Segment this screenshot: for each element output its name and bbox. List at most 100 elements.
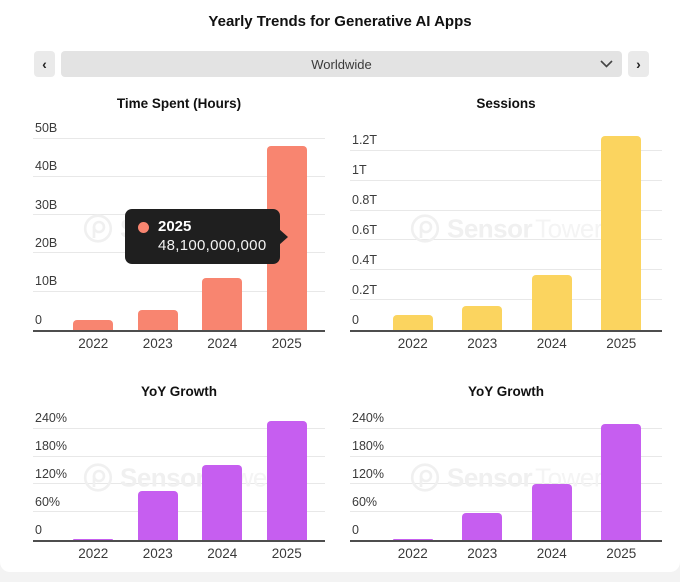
bar-slot [378,127,448,330]
prev-region-button[interactable]: ‹ [34,51,55,77]
x-tick-label: 2023 [142,336,173,351]
gridline [33,175,325,177]
y-tick-label: 30B [35,197,58,212]
bar-2024[interactable] [531,483,572,540]
y-tick-label: 50B [35,121,58,135]
bar-2024[interactable] [202,465,243,540]
bar-2022[interactable] [392,315,433,330]
gridline [350,179,662,181]
gridline [33,137,325,139]
x-tick-label: 2023 [467,336,498,351]
series-dot-icon [138,222,149,233]
x-tick-label: 2023 [467,546,498,561]
bars-area [350,127,662,330]
yoy-sessions-x-axis: 2022 2023 2024 2025 [350,542,662,561]
chart-title: Time Spent (Hours) [116,96,242,111]
gridline [350,483,662,485]
x-tick-label: 2025 [606,546,637,561]
page-title: Yearly Trends for Generative AI Apps [208,13,472,30]
gridline [350,269,662,271]
gridline [33,290,325,292]
charts-grid: Time Spent (Hours) 2025 48,100,000,000 0… [0,77,680,561]
y-tick-label: 120% [35,466,67,481]
bar-2023[interactable] [462,513,503,540]
x-tick-label: 2022 [397,336,428,351]
chevron-left-icon: ‹ [42,56,47,72]
x-tick-label: 2024 [536,546,567,561]
y-tick-label: 240% [352,411,384,426]
x-tick-label: 2022 [78,546,109,561]
gridline [350,427,662,429]
chart-title: YoY Growth [140,384,217,399]
y-tick-label: 60% [352,494,378,509]
gridline [350,511,662,513]
tooltip-year: 2025 [158,218,192,235]
chart-panel-sessions: Sessions 0 0.2T 0.4T 0.6T 0.8T 1T 1.2T Sensor To… [340,77,680,351]
x-tick-label: 2022 [78,336,109,351]
bar-2024[interactable] [202,278,243,330]
x-tick-label: 2025 [606,336,637,351]
bars-area [350,415,662,540]
bar-slot [190,127,255,330]
bar-slot [61,127,126,330]
tooltip-arrow-icon [279,228,289,245]
y-tick-label: 10B [35,274,58,289]
gridline [33,427,325,429]
y-tick-label: 240% [35,411,67,426]
y-tick-label: 0 [35,312,42,327]
x-tick-label: 2023 [142,546,173,561]
x-tick-label: 2022 [397,546,428,561]
sessions-plot: 0 0.2T 0.4T 0.6T 0.8T 1T 1.2T Sensor Tower [350,127,662,332]
gridline [350,239,662,241]
y-tick-label: 180% [35,439,67,454]
y-tick-label: 120% [352,466,384,481]
bar-slot [378,415,448,540]
bar-2024[interactable] [531,274,572,330]
y-tick-label: 40B [35,159,58,174]
y-tick-label: 0.6T [352,222,378,237]
x-tick-label: 2025 [271,546,302,561]
x-tick-label: 2024 [207,546,238,561]
bar-2025[interactable] [601,424,642,540]
x-tick-label: 2025 [271,336,302,351]
region-selector-row: ‹ Worldwide › [34,51,649,77]
x-tick-label: 2024 [207,336,238,351]
chart-title: Sessions [476,96,536,111]
bar-2023[interactable] [137,310,178,330]
chart-panel-time-spent: Time Spent (Hours) 2025 48,100,000,000 0… [0,77,340,351]
y-tick-label: 20B [35,235,58,250]
chevron-right-icon: › [636,56,641,72]
y-tick-label: 0 [35,522,42,537]
bar-2022[interactable] [392,538,433,540]
gridline [33,511,325,513]
next-region-button[interactable]: › [628,51,649,77]
y-tick-label: 180% [352,439,384,454]
gridline [350,149,662,151]
bar-slot [448,127,518,330]
bar-slot [190,415,255,540]
chart-panel-yoy-sessions: YoY Growth 0 60% 120% 180% 240% Sensor Tower 2… [340,351,680,561]
bar-2025[interactable] [601,135,642,330]
bar-2023[interactable] [462,306,503,330]
region-dropdown-value: Worldwide [311,56,372,72]
bar-slot [587,127,657,330]
tooltip-value: 48,100,000,000 [158,237,267,255]
bar-2022[interactable] [73,320,114,330]
bar-slot [517,127,587,330]
y-tick-label: 1.2T [352,133,378,148]
bar-slot [61,415,126,540]
gridline [350,299,662,301]
bar-2025[interactable] [266,421,307,540]
y-tick-label: 0.4T [352,252,378,267]
region-dropdown[interactable]: Worldwide [61,51,622,77]
tooltip-text: 2025 48,100,000,000 [158,218,266,255]
bar-2022[interactable] [73,538,114,540]
bar-slot [255,415,320,540]
chevron-down-icon [600,60,613,68]
bar-2023[interactable] [137,491,178,540]
sessions-x-axis: 2022 2023 2024 2025 [350,332,662,351]
chart-title: YoY Growth [467,384,544,399]
